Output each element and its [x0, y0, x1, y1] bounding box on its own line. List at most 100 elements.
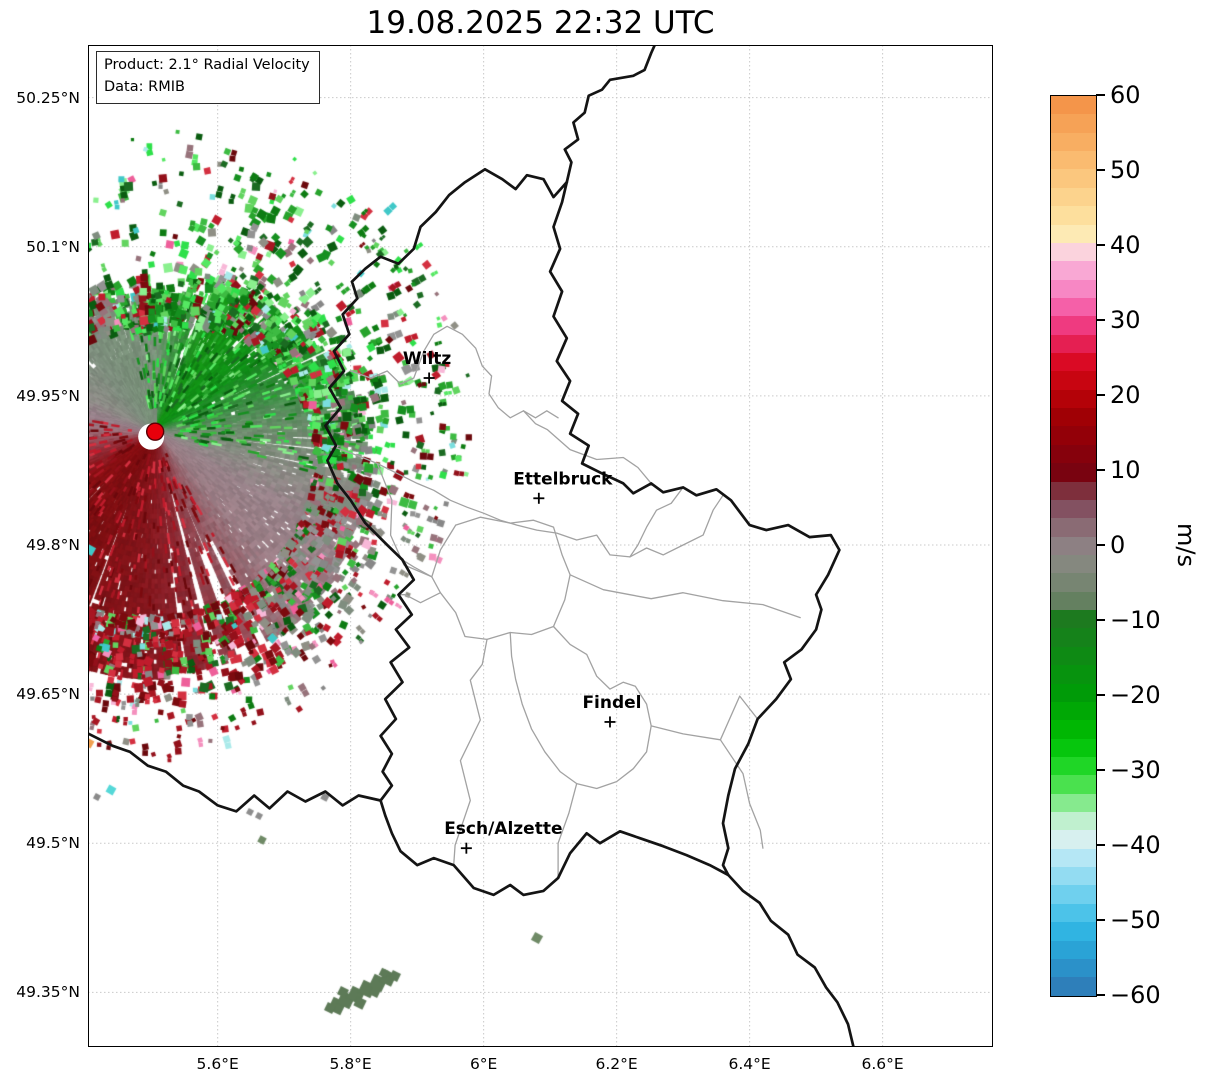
colorbar-band — [1051, 169, 1096, 188]
colorbar-band — [1051, 187, 1096, 207]
colorbar — [1050, 95, 1097, 997]
colorbar-band — [1051, 334, 1096, 354]
colorbar-band — [1051, 646, 1096, 666]
colorbar-tick-label: 40 — [1110, 231, 1141, 259]
colorbar-band — [1051, 958, 1096, 978]
city-label: Findel — [582, 693, 641, 713]
colorbar-band — [1051, 499, 1096, 519]
colorbar-band — [1051, 426, 1096, 445]
lat-tick-label: 49.65°N — [16, 685, 80, 704]
colorbar-tick-mark — [1096, 544, 1105, 546]
colorbar-band — [1051, 444, 1096, 464]
colorbar-tick-label: 20 — [1110, 381, 1141, 409]
colorbar-band — [1051, 793, 1096, 813]
district-border — [453, 638, 488, 866]
radar-site-marker — [145, 422, 165, 441]
colorbar-band — [1051, 940, 1096, 959]
district-border — [509, 625, 652, 790]
lon-tick-label: 6.6°E — [861, 1055, 904, 1073]
colorbar-tick-label: 0 — [1110, 531, 1126, 559]
colorbar-band — [1051, 573, 1096, 592]
lat-tick-label: 49.35°N — [16, 983, 80, 1002]
product-info-box: Product: 2.1° Radial Velocity Data: RMIB — [96, 51, 320, 104]
district-border — [719, 695, 759, 741]
colorbar-band — [1051, 830, 1096, 849]
map-plot-area: Wiltz Ettelbruck Findel Esch/Alzette Produc… — [88, 45, 993, 1047]
colorbar-band — [1051, 867, 1096, 886]
colorbar-tick-label: −20 — [1110, 681, 1161, 709]
colorbar-band — [1051, 738, 1096, 757]
colorbar-band — [1051, 628, 1096, 647]
colorbar-band — [1051, 114, 1096, 133]
colorbar-tick-label: −30 — [1110, 756, 1161, 784]
colorbar-tick-label: −40 — [1110, 831, 1161, 859]
colorbar-band — [1051, 756, 1096, 776]
colorbar-band — [1051, 977, 1096, 996]
district-border — [431, 516, 571, 641]
colorbar-tick-mark — [1096, 694, 1105, 696]
colorbar-tick-label: 60 — [1110, 81, 1141, 109]
district-border — [629, 486, 684, 558]
colorbar-tick-mark — [1096, 619, 1105, 621]
plot-title: 19.08.2025 22:32 UTC — [366, 5, 715, 41]
district-border — [557, 782, 578, 879]
district-border — [397, 592, 442, 604]
colorbar-tick-label: 30 — [1110, 306, 1141, 334]
colorbar-band — [1051, 389, 1096, 409]
city-marker: Ettelbruck — [513, 469, 613, 504]
lat-tick-label: 49.5°N — [26, 834, 80, 853]
district-border — [401, 559, 433, 578]
colorbar-band — [1051, 297, 1096, 317]
colorbar-tick-mark — [1096, 769, 1105, 771]
colorbar-band — [1051, 518, 1096, 537]
country-border — [726, 873, 855, 1047]
country-border — [88, 732, 382, 813]
district-border — [350, 325, 559, 419]
district-border — [522, 410, 652, 485]
colorbar-tick-label: −60 — [1110, 981, 1161, 1009]
colorbar-band — [1051, 206, 1096, 225]
lat-tick-label: 49.95°N — [16, 386, 80, 405]
colorbar-band — [1051, 316, 1096, 335]
colorbar-band — [1051, 720, 1096, 739]
colorbar-band — [1051, 683, 1096, 702]
lat-tick-label: 49.8°N — [26, 536, 80, 554]
city-marker: Wiltz — [403, 349, 452, 384]
district-border — [335, 446, 724, 558]
city-marker: Findel — [582, 693, 642, 728]
colorbar-band — [1051, 371, 1096, 390]
colorbar-band — [1051, 536, 1096, 555]
colorbar-band — [1051, 408, 1096, 427]
lon-tick-label: 6°E — [469, 1055, 498, 1073]
colorbar-band — [1051, 775, 1096, 794]
colorbar-band — [1051, 224, 1096, 243]
colorbar-tick-mark — [1096, 844, 1105, 846]
data-source-label: Data: RMIB — [104, 78, 185, 95]
colorbar-band — [1051, 151, 1096, 170]
country-border — [563, 45, 657, 184]
map-overlay-layer: Wiltz Ettelbruck Findel Esch/Alzette — [88, 45, 855, 1047]
colorbar-band — [1051, 242, 1096, 262]
colorbar-band — [1051, 665, 1096, 684]
city-label: Wiltz — [403, 349, 452, 369]
lon-tick-label: 5.8°E — [329, 1055, 372, 1073]
colorbar-band — [1051, 132, 1096, 152]
colorbar-tick-mark — [1096, 394, 1105, 396]
colorbar-band — [1051, 481, 1096, 500]
colorbar-band — [1051, 812, 1096, 831]
colorbar-tick-label: 10 — [1110, 456, 1141, 484]
district-border — [376, 462, 433, 578]
colorbar-band — [1051, 591, 1096, 611]
country-border — [324, 167, 841, 897]
colorbar-tick-label: −50 — [1110, 906, 1161, 934]
colorbar-tick-mark — [1096, 94, 1105, 96]
colorbar-tick-label: −10 — [1110, 606, 1161, 634]
colorbar-band — [1051, 903, 1096, 923]
colorbar-tick-mark — [1096, 169, 1105, 171]
lat-tick-label: 50.1°N — [26, 237, 80, 256]
colorbar-tick-mark — [1096, 919, 1105, 921]
product-label: Product: 2.1° Radial Velocity — [104, 57, 310, 73]
lon-tick-label: 6.2°E — [595, 1055, 638, 1073]
colorbar-tick-label: 50 — [1110, 156, 1141, 184]
